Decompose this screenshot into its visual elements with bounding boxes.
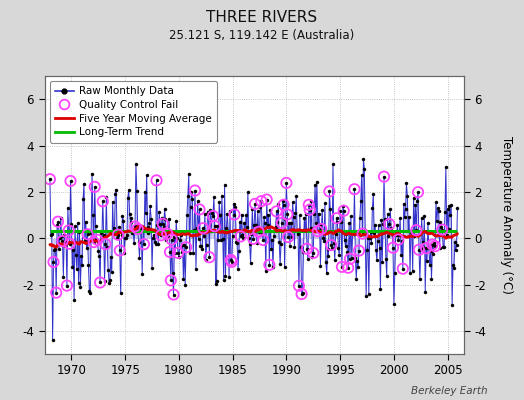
Point xyxy=(58,238,67,244)
Point xyxy=(399,266,407,272)
Point xyxy=(332,215,341,221)
Point xyxy=(90,239,98,245)
Point xyxy=(163,230,171,237)
Point xyxy=(52,290,60,296)
Point xyxy=(251,201,259,207)
Point xyxy=(230,211,238,218)
Point xyxy=(96,279,104,286)
Point xyxy=(46,176,54,182)
Point xyxy=(114,232,122,238)
Point xyxy=(259,237,267,243)
Point xyxy=(313,228,322,234)
Point xyxy=(236,233,245,240)
Point xyxy=(93,237,102,243)
Point xyxy=(284,234,292,240)
Point xyxy=(344,264,352,271)
Point xyxy=(431,243,439,250)
Point xyxy=(438,226,446,233)
Point xyxy=(309,250,318,256)
Point xyxy=(282,180,291,186)
Point xyxy=(414,189,422,195)
Point xyxy=(131,223,139,230)
Point xyxy=(66,240,74,247)
Point xyxy=(54,218,62,225)
Point xyxy=(63,282,71,289)
Point xyxy=(304,202,313,208)
Point xyxy=(67,178,75,184)
Point xyxy=(157,232,165,238)
Point xyxy=(152,177,161,184)
Point xyxy=(279,202,288,208)
Point xyxy=(116,247,124,254)
Point xyxy=(272,208,281,214)
Point xyxy=(298,291,306,297)
Point xyxy=(428,242,436,248)
Point xyxy=(338,264,346,270)
Point xyxy=(317,226,325,232)
Text: 25.121 S, 119.142 E (Australia): 25.121 S, 119.142 E (Australia) xyxy=(169,29,355,42)
Point xyxy=(199,225,208,231)
Point xyxy=(263,196,271,203)
Point xyxy=(385,221,394,227)
Point xyxy=(265,262,274,268)
Point xyxy=(169,291,178,298)
Point xyxy=(412,227,420,233)
Point xyxy=(358,230,367,237)
Point xyxy=(278,220,286,226)
Point xyxy=(134,226,142,232)
Point xyxy=(380,174,388,180)
Point xyxy=(167,277,175,284)
Text: THREE RIVERS: THREE RIVERS xyxy=(206,10,318,25)
Point xyxy=(205,254,214,260)
Point xyxy=(350,186,358,192)
Point xyxy=(415,246,423,253)
Point xyxy=(159,221,167,227)
Point xyxy=(303,246,311,252)
Point xyxy=(305,206,314,213)
Point xyxy=(64,227,73,234)
Point xyxy=(49,259,58,265)
Point xyxy=(346,256,354,262)
Text: Berkeley Earth: Berkeley Earth xyxy=(411,386,487,396)
Point xyxy=(389,244,397,251)
Point xyxy=(355,248,363,254)
Point xyxy=(257,198,266,204)
Point xyxy=(191,187,199,194)
Y-axis label: Temperature Anomaly (°C): Temperature Anomaly (°C) xyxy=(500,136,513,294)
Point xyxy=(211,223,219,230)
Point xyxy=(249,236,257,242)
Point xyxy=(174,250,182,256)
Legend: Raw Monthly Data, Quality Control Fail, Five Year Moving Average, Long-Term Tren: Raw Monthly Data, Quality Control Fail, … xyxy=(50,81,217,142)
Point xyxy=(83,231,92,238)
Point xyxy=(283,211,291,218)
Point xyxy=(255,229,263,235)
Point xyxy=(325,188,334,195)
Point xyxy=(340,208,348,214)
Point xyxy=(168,236,176,243)
Point xyxy=(195,206,204,213)
Point xyxy=(227,259,236,265)
Point xyxy=(327,242,335,248)
Point xyxy=(294,282,303,289)
Point xyxy=(394,236,402,243)
Point xyxy=(99,198,107,204)
Point xyxy=(209,213,217,219)
Point xyxy=(101,241,110,247)
Point xyxy=(227,257,235,263)
Point xyxy=(166,249,174,255)
Point xyxy=(91,184,99,190)
Point xyxy=(140,241,148,248)
Point xyxy=(422,245,430,252)
Point xyxy=(182,244,190,250)
